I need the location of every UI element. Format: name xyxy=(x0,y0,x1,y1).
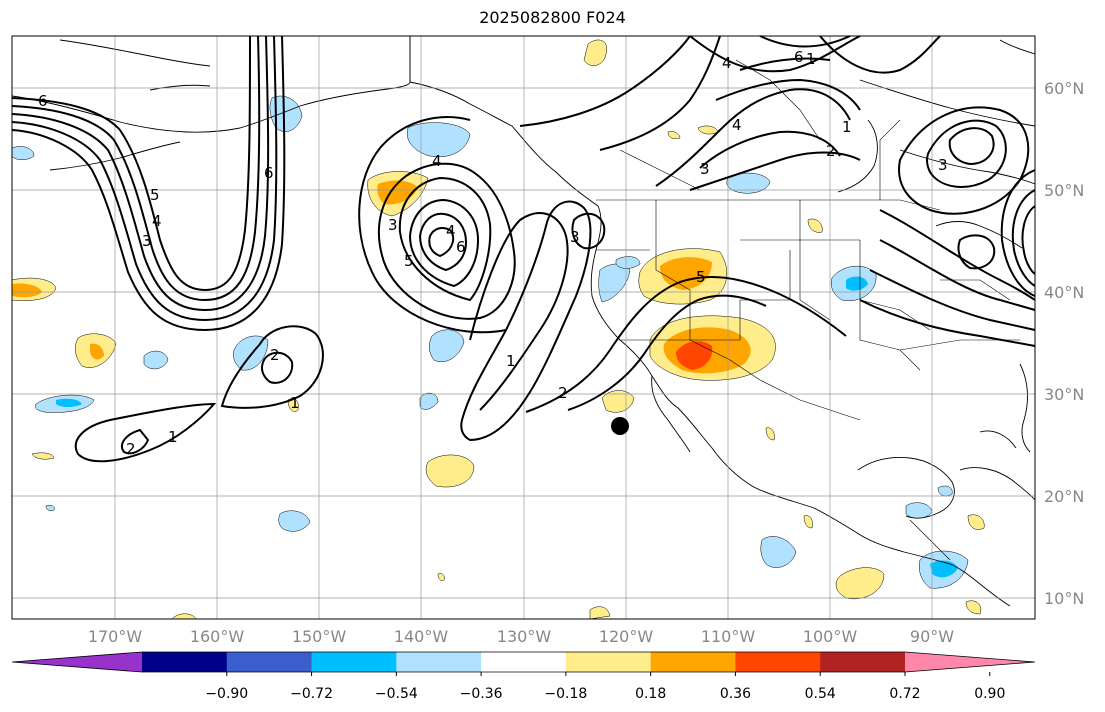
colorbar-segment xyxy=(311,652,397,672)
lon-label: 110°W xyxy=(701,627,756,646)
contour-label: 1 xyxy=(168,428,178,446)
contour-label: 2 xyxy=(270,346,280,364)
colorbar-segment xyxy=(481,652,567,672)
contour-label: 4 xyxy=(446,222,456,240)
colorbar-extend-low xyxy=(12,652,142,672)
lat-label: 20°N xyxy=(1044,487,1084,506)
colorbar-tick-label: 0.18 xyxy=(635,686,666,702)
contour-label: 4 xyxy=(152,212,162,230)
map-border xyxy=(11,35,1036,620)
lon-label: 170°W xyxy=(88,627,143,646)
colorbar-tick-label: 0.90 xyxy=(974,686,1005,702)
contour-label: 2 xyxy=(558,384,568,402)
colorbar-tick-label: −0.54 xyxy=(375,686,418,702)
positive-anomaly-shading xyxy=(11,39,985,620)
contour-label: 4 xyxy=(432,152,442,170)
colorbar-tick-label: −0.18 xyxy=(544,686,587,702)
lat-label: 10°N xyxy=(1044,589,1084,608)
lon-label: 100°W xyxy=(803,627,858,646)
contour-label: 3 xyxy=(570,228,580,246)
lon-label: 150°W xyxy=(292,627,347,646)
colorbar-segment xyxy=(226,652,313,672)
colorbar-segment xyxy=(820,652,906,672)
contour-label: 3 xyxy=(938,156,948,174)
longitude-labels: 170°W 160°W 150°W 140°W 130°W 120°W 110°… xyxy=(88,627,954,646)
contour-label: 6 xyxy=(794,48,804,66)
colorbar-tick-label: −0.36 xyxy=(460,686,503,702)
map-panel: 6 5 4 3 2 1 2 1 6 4 3 5 4 6 1 2 3 5 4 3 … xyxy=(11,35,1036,620)
contour-label: 1 xyxy=(290,394,300,412)
lon-label: 120°W xyxy=(599,627,654,646)
contour-label: 2 xyxy=(826,142,836,160)
lon-label: 140°W xyxy=(394,627,449,646)
storm-center-marker xyxy=(611,417,629,435)
contour-label: 5 xyxy=(696,268,706,286)
contour-label: 5 xyxy=(404,252,414,270)
colorbar-segment xyxy=(396,652,482,672)
negative-anomaly-shading xyxy=(11,95,969,589)
colorbar-tick-label: 0.54 xyxy=(805,686,836,702)
colorbar-segment xyxy=(565,652,652,672)
contour-label: 6 xyxy=(38,92,48,110)
latitude-labels: 60°N 50°N 40°N 30°N 20°N 10°N xyxy=(1044,79,1084,608)
lat-label: 60°N xyxy=(1044,79,1084,98)
colorbar-segment xyxy=(650,652,736,672)
colorbar-outline xyxy=(11,651,1036,673)
colorbar-tick-label: 0.72 xyxy=(889,686,920,702)
lat-label: 50°N xyxy=(1044,181,1084,200)
colorbar: −0.90 −0.72 −0.54 −0.36 −0.18 0.18 0.36 0.54 0.7… xyxy=(11,651,1036,702)
lat-label: 40°N xyxy=(1044,283,1084,302)
map-title: 2025082800 F024 xyxy=(479,8,626,27)
contour-label: 4 xyxy=(732,116,742,134)
colorbar-extend-high xyxy=(905,652,1035,672)
contour-label: 6 xyxy=(264,164,274,182)
lon-label: 130°W xyxy=(497,627,552,646)
colorbar-segment xyxy=(142,652,228,672)
colorbar-tick-label: 0.36 xyxy=(720,686,751,702)
contour-label: 2 xyxy=(126,440,136,458)
colorbar-segment xyxy=(735,652,821,672)
height-contours xyxy=(11,35,1036,463)
coastlines xyxy=(11,36,1036,607)
contour-labels: 6 5 4 3 2 1 2 1 6 4 3 5 4 6 1 2 3 5 4 3 … xyxy=(38,48,948,458)
contour-label: 1 xyxy=(506,352,516,370)
lon-label: 160°W xyxy=(190,627,245,646)
lon-label: 90°W xyxy=(910,627,954,646)
contour-label: 4 xyxy=(722,54,732,72)
contour-label: 3 xyxy=(388,216,398,234)
colorbar-tick-label: −0.72 xyxy=(290,686,333,702)
colorbar-tick-label: −0.90 xyxy=(205,686,248,702)
contour-label: 1 xyxy=(806,50,816,68)
contour-label: 3 xyxy=(700,160,710,178)
contour-label: 3 xyxy=(142,232,152,250)
lat-label: 30°N xyxy=(1044,385,1084,404)
contour-label: 1 xyxy=(842,118,852,136)
contour-label: 5 xyxy=(150,186,160,204)
contour-label: 6 xyxy=(456,238,466,256)
